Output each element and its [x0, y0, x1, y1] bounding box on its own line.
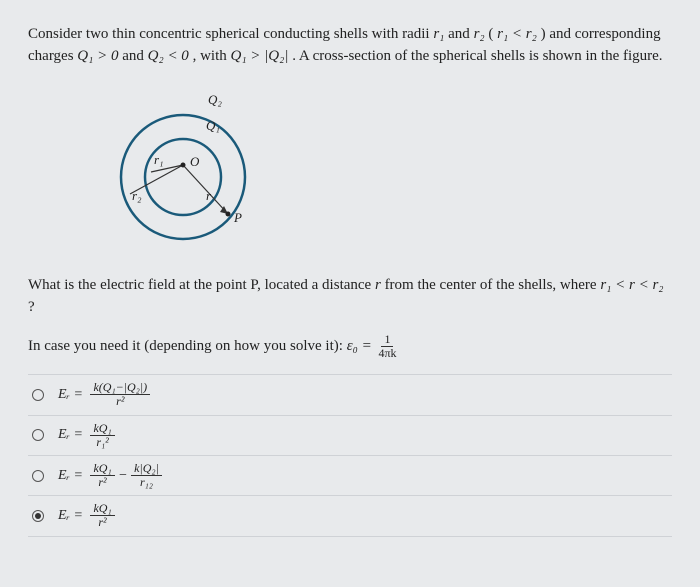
text: ? [28, 299, 35, 315]
text: and [122, 48, 147, 64]
question: What is the electric field at the point … [28, 275, 672, 319]
var-r2: r₂ [474, 26, 485, 42]
eps0-num: 1 [381, 333, 393, 347]
radio-button[interactable] [32, 429, 44, 441]
text: ( [488, 26, 493, 42]
fraction-denominator: r₁² [93, 436, 111, 449]
fraction: k|Q₂|r₁₂ [131, 462, 162, 489]
answer-option[interactable]: Eᵣ = kQ₁r² [28, 496, 672, 536]
option-formula: Eᵣ = kQ₁r² − k|Q₂|r₁₂ [58, 462, 162, 489]
eps0-symbol: ε₀ = [347, 338, 372, 354]
text: . A cross-section of the spherical shell… [292, 48, 662, 64]
range: r₁ < r < r₂ [600, 277, 663, 293]
text: Consider two thin concentric spherical c… [28, 26, 433, 42]
radio-button[interactable] [32, 510, 44, 522]
fraction-numerator: kQ₁ [90, 462, 114, 476]
fraction-denominator: r² [113, 395, 127, 408]
text: from the center of the shells, where [385, 277, 601, 293]
formula-lead: Eᵣ = [58, 468, 86, 483]
svg-text:r₁: r₁ [154, 152, 164, 167]
radio-button[interactable] [32, 389, 44, 401]
text: and [448, 26, 473, 42]
var-r1: r₁ [433, 26, 444, 42]
minus-sign: − [115, 468, 131, 483]
formula-lead: Eᵣ = [58, 427, 86, 442]
fraction-denominator: r₁₂ [137, 476, 156, 489]
eps0-den: 4πk [375, 347, 399, 360]
svg-text:P: P [233, 210, 242, 225]
option-formula: Eᵣ = kQ₁r₁² [58, 422, 115, 449]
answer-option[interactable]: Eᵣ = kQ₁r² − k|Q₂|r₁₂ [28, 456, 672, 496]
hint: In case you need it (depending on how yo… [28, 333, 672, 360]
radio-button[interactable] [32, 470, 44, 482]
formula-lead: Eᵣ = [58, 387, 86, 402]
cond-qmag: Q₁ > |Q₂| [230, 48, 288, 64]
answer-option[interactable]: Eᵣ = kQ₁r₁² [28, 416, 672, 456]
formula-lead: Eᵣ = [58, 508, 86, 523]
eps0-fraction: 1 4πk [375, 333, 399, 360]
answer-options: Eᵣ = k(Q₁−|Q₂|)r²Eᵣ = kQ₁r₁²Eᵣ = kQ₁r² −… [28, 374, 672, 537]
cond-q1-pos: Q₁ > 0 [77, 48, 118, 64]
problem-statement: Consider two thin concentric spherical c… [28, 24, 672, 68]
text: What is the electric field at the point … [28, 277, 375, 293]
fraction-denominator: r² [95, 516, 109, 529]
svg-text:r₂: r₂ [132, 188, 142, 203]
shells-diagram: r₁r₂rOPQ₂Q₁ [88, 82, 278, 252]
fraction-numerator: kQ₁ [90, 422, 114, 436]
answer-option[interactable]: Eᵣ = k(Q₁−|Q₂|)r² [28, 374, 672, 415]
var-r: r [375, 277, 381, 293]
svg-text:Q₂: Q₂ [208, 92, 222, 107]
fraction-numerator: kQ₁ [90, 502, 114, 516]
text: In case you need it (depending on how yo… [28, 338, 347, 354]
fraction: kQ₁r² [90, 502, 114, 529]
cond-q2-neg: Q₂ < 0 [148, 48, 189, 64]
svg-text:Q₁: Q₁ [206, 118, 220, 133]
option-formula: Eᵣ = kQ₁r² [58, 502, 115, 529]
svg-text:O: O [190, 154, 200, 169]
cond-r1-lt-r2: r₁ < r₂ [497, 26, 537, 42]
fraction: k(Q₁−|Q₂|)r² [90, 381, 150, 408]
text: , with [193, 48, 231, 64]
fraction-numerator: k(Q₁−|Q₂|) [90, 381, 150, 395]
fraction: kQ₁r₁² [90, 422, 114, 449]
fraction-denominator: r² [95, 476, 109, 489]
option-formula: Eᵣ = k(Q₁−|Q₂|)r² [58, 381, 150, 408]
figure-shells: r₁r₂rOPQ₂Q₁ [88, 82, 672, 260]
fraction-numerator: k|Q₂| [131, 462, 162, 476]
fraction: kQ₁r² [90, 462, 114, 489]
